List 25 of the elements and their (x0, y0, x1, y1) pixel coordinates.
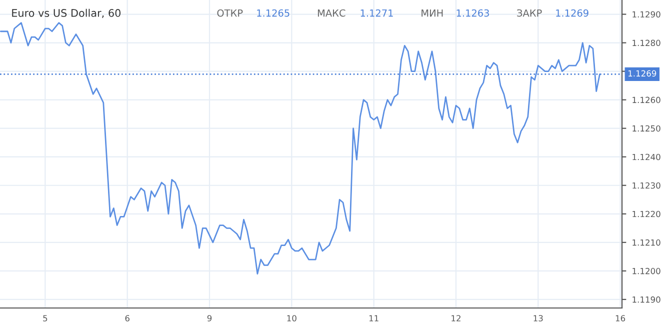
line-series (0, 22, 600, 274)
text: МАКС 1.1271 (318, 9, 393, 17)
x-tick-label: 13 (534, 315, 543, 322)
x-tick-label: 5 (43, 315, 48, 322)
y-tick-label: 1.1200 (632, 268, 660, 274)
y-tick-label: 1.1190 (632, 296, 660, 303)
text: ОТКР 1.1265 (217, 9, 290, 17)
y-tick-label: 1.1210 (632, 239, 660, 246)
text: Euro vs US Dollar, 60 (12, 8, 121, 18)
y-tick-label: 1.1220 (632, 210, 660, 218)
x-tick-label: 10 (287, 315, 296, 322)
y-tick-label: 1.1290 (632, 11, 660, 18)
x-tick-label: 11 (369, 315, 378, 322)
text: МИН 1.1263 (422, 9, 489, 17)
text: ЗАКР 1.1269 (517, 9, 588, 17)
y-tick-label: 1.1260 (632, 96, 660, 104)
x-tick-label: 12 (452, 315, 460, 322)
x-tick-label: 6 (125, 315, 130, 322)
x-tick-label: 16 (616, 315, 626, 322)
y-tick-label: 1.1230 (632, 182, 660, 189)
y-tick-label: 1.1240 (632, 154, 660, 160)
y-tick-label: 1.1280 (632, 40, 660, 46)
y-tick-label: 1.1250 (632, 125, 660, 132)
x-tick-label: 9 (207, 315, 212, 322)
ref-line-label: 1.1269 (628, 70, 656, 77)
